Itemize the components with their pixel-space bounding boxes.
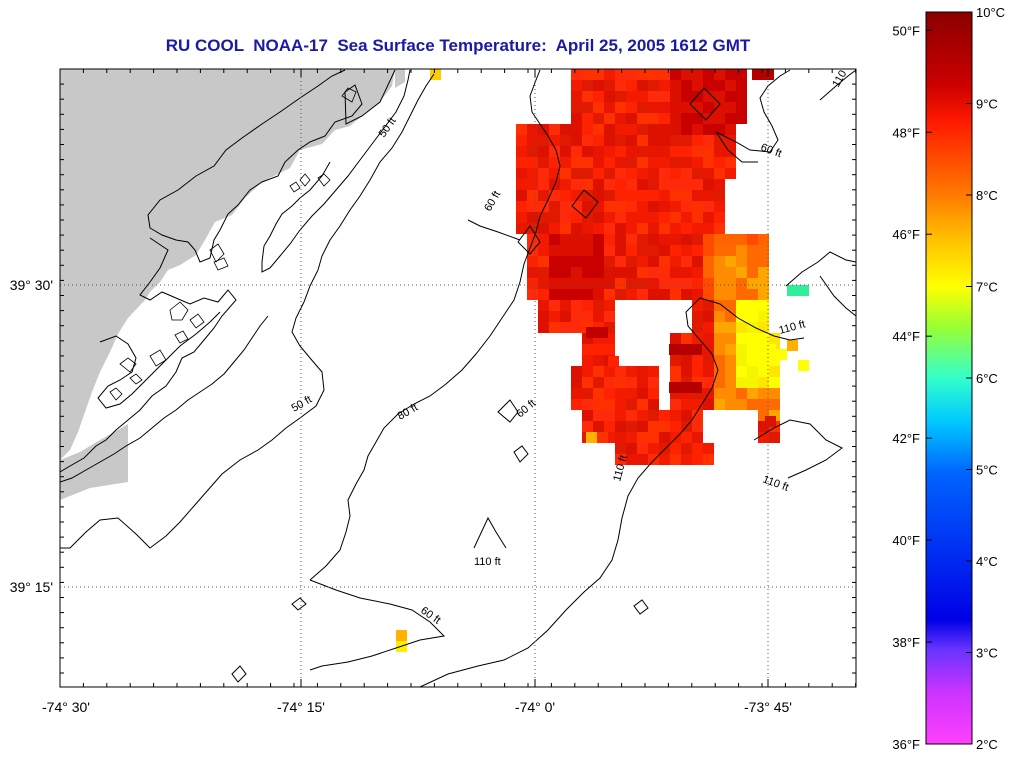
fahrenheit-label: 38°F <box>892 635 920 650</box>
longitude-label: -74° 30' <box>42 699 90 715</box>
map-title: RU COOL NOAA-17 Sea Surface Temperature:… <box>165 36 751 55</box>
fahrenheit-label: 48°F <box>892 125 920 140</box>
celsius-label: 7°C <box>976 280 998 295</box>
celsius-label: 8°C <box>976 188 998 203</box>
map-gridlines <box>60 69 856 687</box>
isobath-80ft <box>309 69 561 581</box>
sst-pixel-layer <box>396 69 809 652</box>
celsius-label: 4°C <box>976 554 998 569</box>
fahrenheit-label: 44°F <box>892 329 920 344</box>
longitude-label: -74° 15' <box>277 699 325 715</box>
fahrenheit-label: 50°F <box>892 23 920 38</box>
latitude-label: 39° 15' <box>10 579 53 595</box>
isobath-110ft <box>419 297 805 687</box>
celsius-label: 6°C <box>976 371 998 386</box>
celsius-label: 5°C <box>976 463 998 478</box>
longitude-axis: -74° 30' -74° 15' -74° 0' -73° 45' <box>42 699 792 715</box>
celsius-label: 9°C <box>976 97 998 112</box>
isobath-label: 110 ft <box>474 556 501 568</box>
isobath-50ft <box>60 73 435 549</box>
longitude-label: -73° 45' <box>744 699 792 715</box>
temperature-colorbar: 50°F 48°F 46°F 44°F 42°F 40°F 38°F 36°F 10°C 9°C… <box>892 5 1005 752</box>
celsius-label: 2°C <box>976 737 998 752</box>
longitude-label: -74° 0' <box>515 699 555 715</box>
isobath-80ft-south <box>309 579 446 671</box>
latitude-axis: 39° 30' 39° 15' <box>10 277 53 595</box>
isobath-contours <box>60 69 856 687</box>
map-axis-ticks <box>59 68 857 687</box>
fahrenheit-scale: 50°F 48°F 46°F 44°F 42°F 40°F 38°F 36°F <box>892 23 920 752</box>
marsh-islands <box>109 87 357 401</box>
colorbar-gradient <box>925 11 973 745</box>
celsius-label: 3°C <box>976 646 998 661</box>
land-mass <box>60 69 395 460</box>
fahrenheit-label: 42°F <box>892 431 920 446</box>
fahrenheit-label: 46°F <box>892 227 920 242</box>
fahrenheit-label: 40°F <box>892 533 920 548</box>
celsius-scale: 10°C 9°C 8°C 7°C 6°C 5°C 4°C 3°C 2°C <box>976 5 1005 752</box>
fahrenheit-label: 36°F <box>892 737 920 752</box>
celsius-label: 10°C <box>976 5 1005 20</box>
latitude-label: 39° 30' <box>10 277 53 293</box>
